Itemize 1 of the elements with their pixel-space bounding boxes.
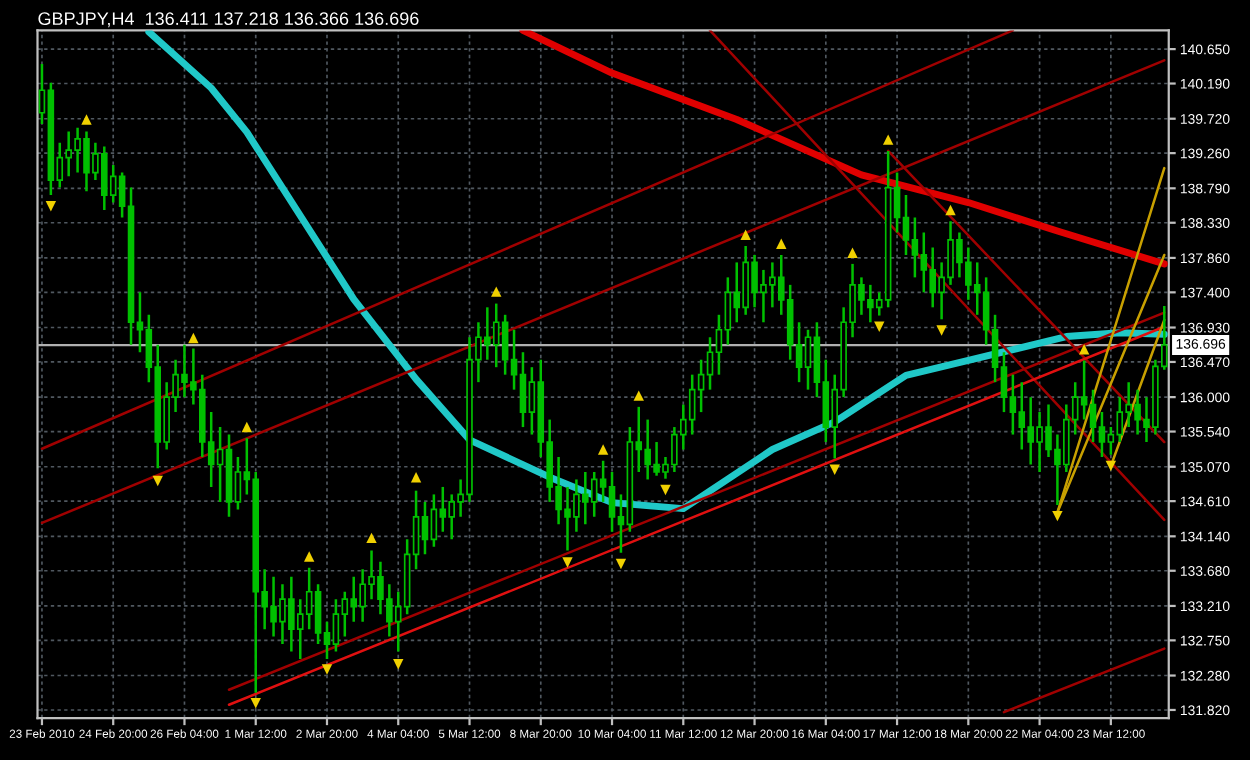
chart-title: GBPJPY,H4 136.411 137.218 136.366 136.696 <box>38 12 419 28</box>
